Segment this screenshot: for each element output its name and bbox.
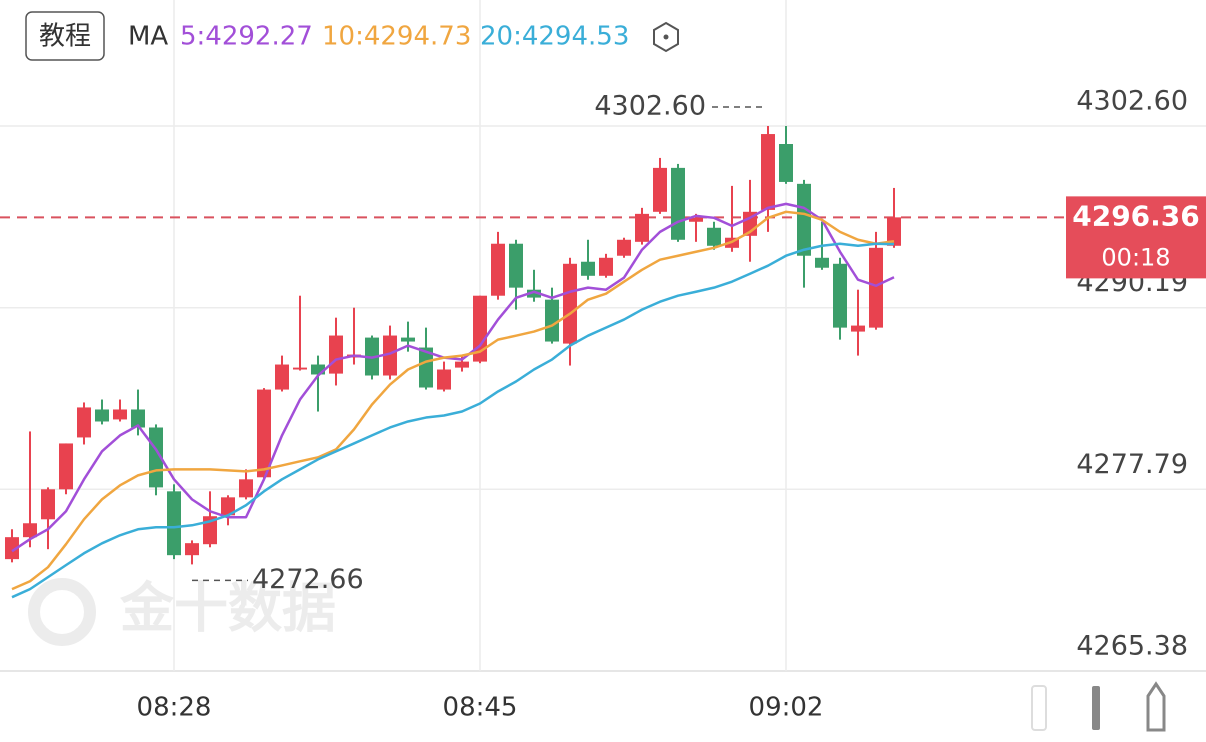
top-layer: 5:4292.27 10:4294.73 20:4294.53 4302.60 4272…	[180, 22, 1206, 595]
candle-body	[815, 257, 829, 268]
candle-body	[95, 409, 109, 422]
candle-body	[401, 337, 415, 342]
candle-body	[545, 299, 559, 342]
candle-body	[653, 167, 667, 212]
candle-body	[599, 257, 613, 276]
price-tag	[1066, 196, 1206, 279]
candle-body	[563, 263, 577, 344]
ma-line	[11, 202, 895, 553]
toolbar-icons	[1031, 681, 1166, 732]
settings-hexagon[interactable]	[653, 21, 679, 53]
candle-body	[275, 364, 289, 390]
tutorial-label[interactable]: 教程	[39, 22, 91, 52]
candle-body	[851, 325, 865, 332]
ma-layer	[11, 202, 895, 599]
x-tick-label: 08:28	[137, 693, 212, 723]
tool-icon[interactable]	[1031, 685, 1047, 731]
tutorial-button[interactable]	[25, 11, 105, 61]
candle-body	[419, 347, 433, 388]
price-tag-countdown: 00:18	[1101, 243, 1170, 271]
candle-body	[455, 361, 469, 368]
watermark-logo	[28, 578, 96, 646]
candle-body	[167, 491, 181, 556]
grid-layer	[0, 0, 1206, 672]
settings-dot[interactable]	[663, 34, 669, 40]
candle-body	[617, 239, 631, 256]
low-marker-label: 4272.66	[252, 564, 364, 595]
candle-body	[527, 289, 541, 298]
ma-line	[11, 210, 895, 591]
candle-body	[41, 489, 55, 520]
candle-body	[77, 407, 91, 438]
candle-body	[131, 409, 145, 428]
candle-body	[59, 443, 73, 490]
candle-body	[437, 369, 451, 390]
candle-body	[581, 261, 595, 276]
candle-body	[797, 183, 811, 256]
candle-body	[869, 247, 883, 328]
watermark: 金十数据	[119, 577, 336, 640]
y-tick-label: 4265.38	[1076, 631, 1188, 662]
candle-body	[491, 243, 505, 296]
candle-body	[257, 389, 271, 478]
x-tick-label: 09:02	[749, 693, 824, 723]
y-tick-label: 4277.79	[1076, 449, 1188, 480]
candle-body	[239, 479, 253, 498]
candle-body	[689, 217, 703, 222]
candle-body	[833, 263, 847, 328]
candle-body	[185, 543, 199, 556]
candle-body	[707, 227, 721, 246]
candle-body	[221, 497, 235, 516]
candle-body	[635, 213, 649, 242]
candle-body	[887, 217, 901, 246]
legend-entry: 10:4294.73	[322, 22, 471, 52]
tool-icon[interactable]	[1146, 681, 1166, 732]
y-tick-label: 4302.60	[1076, 86, 1188, 117]
legend-entry: 5:4292.27	[180, 22, 313, 52]
candle-body	[311, 364, 325, 375]
watermark-group: 金十数据	[28, 577, 336, 646]
candle-body	[509, 243, 523, 288]
candle-body	[383, 335, 397, 376]
candle-body	[473, 295, 487, 362]
candle-body	[293, 367, 307, 370]
high-marker-label: 4302.60	[594, 91, 706, 122]
candle-body	[5, 537, 19, 560]
candles-layer	[5, 126, 901, 565]
ma-label: MA	[128, 22, 168, 52]
price-tag-value: 4296.36	[1072, 199, 1200, 232]
candle-body	[113, 409, 127, 420]
settings-icon[interactable]	[653, 21, 679, 53]
candle-body	[761, 134, 775, 210]
candle-body	[23, 523, 37, 538]
tool-icon[interactable]	[1092, 686, 1100, 730]
x-tick-label: 08:45	[443, 693, 518, 723]
ma-line	[11, 242, 895, 599]
legend-entry: 20:4294.53	[480, 22, 629, 52]
candle-body	[779, 144, 793, 182]
candle-body	[671, 167, 685, 240]
candle-body	[329, 335, 343, 374]
